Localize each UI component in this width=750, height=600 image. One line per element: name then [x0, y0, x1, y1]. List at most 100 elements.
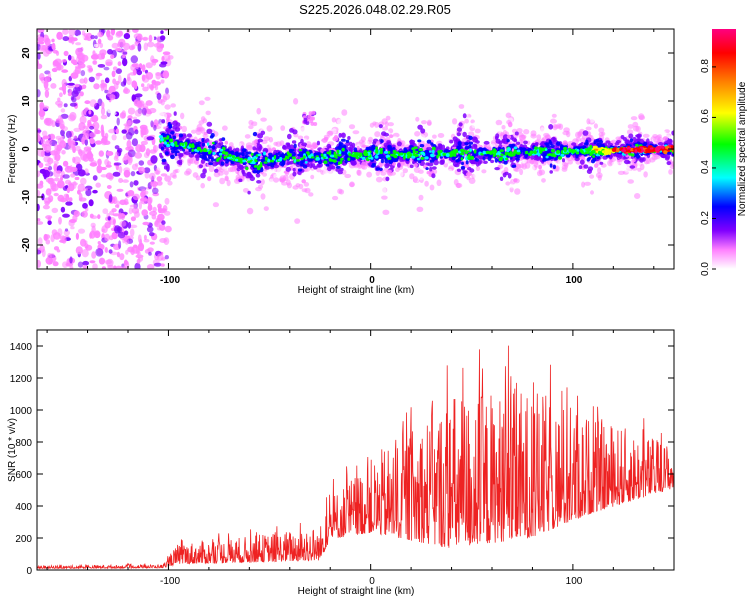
spectrogram-cell: [141, 188, 147, 197]
spectrogram-cell: [157, 165, 164, 171]
spectrogram-cell: [150, 120, 154, 128]
spectrogram-cell: [499, 176, 504, 181]
spectrogram-cell: [47, 220, 52, 226]
spectrogram-cell: [629, 138, 634, 143]
spectrogram-cell: [43, 264, 47, 269]
spectrogram-cell: [74, 176, 80, 181]
spectrogram-cell: [116, 251, 120, 258]
spectrogram-cell: [246, 207, 254, 215]
spectrogram-cell: [211, 145, 216, 150]
spectrogram-cell: [300, 159, 304, 164]
spectrogram-cell: [257, 176, 263, 181]
spectrogram-cell: [611, 161, 619, 167]
spectrogram-cell: [89, 162, 98, 167]
spectrogram-cell: [166, 163, 170, 172]
spectrogram-cell: [126, 76, 132, 86]
spectrogram-cell: [383, 138, 387, 143]
spectrogram-cell: [55, 50, 60, 56]
spectrogram-cell: [174, 126, 181, 132]
spectrogram-cell: [239, 159, 244, 164]
spectrogram-cell: [63, 193, 69, 198]
spectrogram-cell: [466, 176, 471, 181]
spectrogram-cell: [390, 157, 396, 162]
spectrogram-cell: [134, 81, 138, 90]
spectrogram-cell: [108, 220, 112, 225]
spectrogram-cell: [93, 230, 101, 239]
spectrogram-cell: [617, 170, 625, 175]
spectrogram-cell: [657, 134, 662, 139]
spectrogram-cell: [172, 146, 177, 151]
spectrogram-cell: [104, 158, 110, 166]
spectrogram-cell: [106, 91, 111, 97]
spectrogram-cell: [509, 153, 514, 157]
spectrogram-cell: [110, 111, 117, 116]
spectrogram-cell: [339, 142, 344, 146]
spectrogram-cell: [162, 51, 171, 55]
spectrogram-cell: [553, 124, 561, 129]
spectrogram-cell: [200, 182, 205, 189]
spectrogram-cell: [566, 130, 571, 138]
spectrogram-cell: [293, 143, 297, 149]
spectrogram-cell: [88, 110, 92, 115]
spectrogram-cell: [598, 127, 605, 133]
spectrogram-cell: [292, 171, 297, 177]
spectrogram-cell: [138, 160, 145, 166]
spectrogram-cell: [384, 158, 389, 164]
spectrogram-cell: [402, 168, 408, 174]
spectrogram-cell: [217, 171, 224, 176]
spectrogram-cell: [574, 156, 580, 162]
spectrogram-cell: [106, 213, 110, 218]
spectrogram-cell: [229, 166, 237, 173]
spectrogram-cell: [211, 115, 218, 122]
spectrogram-cell: [502, 172, 507, 178]
spectrogram-cell: [43, 233, 48, 241]
spectrogram-cell: [665, 178, 672, 184]
spectrogram-cell: [129, 181, 134, 188]
spectrogram-cell: [412, 184, 419, 190]
spectrogram-cell: [75, 42, 82, 46]
spectrogram-cell: [178, 167, 184, 174]
spectrogram-cell: [226, 179, 231, 187]
spectrogram-cell: [533, 150, 537, 155]
spectrogram-cell: [124, 238, 130, 245]
spectrogram-cell: [563, 161, 569, 168]
spectrogram-cell: [330, 154, 335, 158]
spectrogram-cell: [188, 148, 192, 153]
spectrogram-cell: [82, 202, 88, 209]
spectrogram-cell: [160, 173, 168, 177]
spectrogram-cell: [112, 78, 117, 85]
spectrogram-cell: [520, 148, 525, 153]
spectrogram-cell: [273, 141, 279, 146]
spectrogram-cell: [260, 130, 266, 135]
spectrogram-cell: [53, 192, 59, 197]
spectrogram-cell: [79, 91, 84, 97]
spectrogram-cell: [302, 164, 308, 169]
spectrogram-cell: [289, 144, 295, 150]
spectrogram-cell: [95, 182, 101, 188]
spectrogram-cell: [37, 203, 40, 212]
spectrogram-cell: [374, 184, 380, 189]
spectrogram-cell: [351, 161, 357, 166]
spectrogram-cell: [466, 172, 472, 177]
spectrogram-cell: [385, 115, 391, 121]
spectrogram-cell: [206, 142, 210, 146]
spectrogram-cell: [369, 122, 375, 128]
spectrogram-cell: [414, 131, 421, 137]
spectrogram-cell: [88, 76, 95, 83]
spectrogram-cell: [595, 172, 603, 179]
spectrogram-cell: [548, 155, 552, 160]
spectrogram-cell: [42, 130, 48, 137]
spectrogram-cell: [62, 213, 70, 218]
spectrogram-cell: [487, 156, 492, 162]
spectrogram-cell: [172, 135, 177, 140]
spectrogram-cell: [348, 124, 356, 130]
spectrogram-cell: [449, 151, 453, 155]
spectrogram-cell: [561, 167, 568, 172]
spectrogram-cell: [662, 136, 669, 141]
spectrogram-cell: [586, 118, 591, 125]
spectrogram-cell: [499, 149, 504, 152]
spectrogram-cell: [128, 207, 133, 215]
spectrogram-cell: [208, 165, 215, 173]
spectrogram-cell: [454, 150, 458, 154]
spectrogram-cell: [164, 31, 170, 35]
